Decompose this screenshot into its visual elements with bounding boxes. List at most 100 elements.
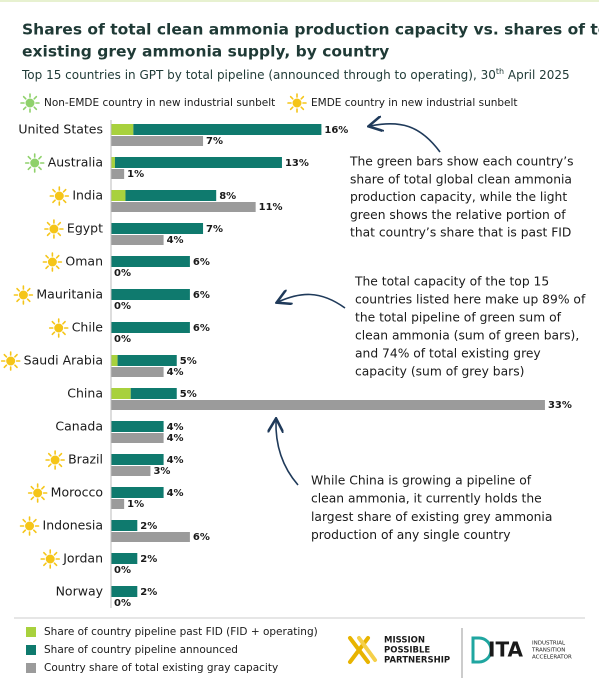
grey-label: 0%	[114, 268, 131, 279]
sun-ray	[27, 155, 32, 160]
annotation-text: and 74% of total existing grey	[355, 347, 541, 361]
sun-ray	[62, 320, 66, 325]
sun-ray	[289, 106, 294, 111]
sun-core	[54, 323, 64, 333]
sun-core	[30, 158, 40, 168]
ita-logo-mark	[471, 636, 493, 664]
sun-ray	[16, 287, 20, 292]
annotation-arrow	[370, 124, 441, 153]
category-label: Chile	[72, 320, 104, 335]
pipeline-bar	[111, 586, 138, 597]
sun-icon	[20, 93, 40, 113]
annotation-text: capacity (sum of grey bars)	[355, 365, 524, 379]
logo-text: ACCELERATOR	[532, 655, 572, 661]
sun-core	[25, 521, 35, 531]
grey-label: 0%	[114, 334, 131, 345]
grey-label: 0%	[114, 598, 131, 609]
grey-bar	[111, 202, 256, 212]
sun-ray	[32, 529, 37, 534]
sun-ray	[62, 199, 67, 204]
total-label: 7%	[206, 224, 223, 235]
sun-core	[49, 224, 59, 234]
sun-ray	[43, 551, 47, 556]
sun-ray	[22, 95, 27, 100]
sun-icon	[287, 93, 307, 113]
category-label: Canada	[55, 419, 103, 434]
sun-ray	[27, 166, 32, 171]
category-label: Egypt	[67, 221, 103, 236]
pipeline-bar	[111, 421, 164, 432]
category-label: Brazil	[68, 452, 103, 467]
grey-bar	[111, 136, 204, 146]
category-label: Oman	[65, 254, 103, 269]
legend-swatch	[26, 663, 36, 673]
pipeline-bar	[125, 190, 217, 201]
sun-icon	[27, 483, 48, 503]
legend-label: Non-EMDE country in new industrial sunbe…	[44, 97, 275, 109]
sun-ray	[46, 221, 51, 226]
legend-swatch	[26, 645, 36, 655]
legend-label: EMDE country in new industrial sunbelt	[311, 97, 518, 109]
logo-text: PARTNERSHIP	[384, 656, 450, 666]
sun-icon	[49, 186, 70, 206]
annotation-text: clean ammonia, it currently holds the	[311, 492, 542, 506]
annotation-arrow	[278, 294, 346, 309]
sun-icon	[40, 549, 61, 569]
sun-ray	[53, 562, 58, 567]
grey-label: 1%	[127, 169, 144, 180]
sun-core	[54, 191, 64, 201]
annotation-text: green shows the relative portion of	[350, 208, 566, 222]
total-label: 5%	[180, 356, 197, 367]
annotation-text: clean ammonia (sum of green bars),	[355, 329, 579, 343]
annotation-text: largest share of existing grey ammonia	[311, 510, 552, 524]
total-label: 4%	[167, 422, 184, 433]
sun-ray	[26, 298, 31, 303]
sun-ray	[32, 518, 37, 523]
sun-ray	[47, 463, 52, 468]
sun-icon	[0, 351, 21, 371]
sun-ray	[51, 331, 56, 336]
grey-label: 11%	[259, 202, 283, 213]
legend-swatch	[26, 627, 36, 637]
pipeline-bar	[111, 223, 204, 234]
sun-ray	[46, 232, 51, 237]
grey-label: 1%	[127, 499, 144, 510]
annotation-text: The total capacity of the top 15	[354, 275, 549, 289]
category-label: Indonesia	[43, 518, 103, 533]
sun-ray	[41, 485, 45, 490]
sun-core	[45, 554, 55, 564]
sun-icon	[44, 219, 64, 239]
annotation-arrow	[276, 420, 299, 486]
legend-label: Share of country pipeline announced	[44, 644, 238, 656]
chart-subtitle: Top 15 countries in GPT by total pipelin…	[21, 67, 570, 82]
pipeline-bar	[117, 355, 177, 366]
sun-ray	[33, 106, 38, 111]
sun-ray	[52, 188, 56, 193]
sun-ray	[289, 95, 294, 100]
sun-ray	[57, 221, 62, 226]
sun-ray	[55, 254, 60, 259]
grey-label: 4%	[167, 433, 184, 444]
pipeline-bar	[111, 553, 138, 564]
sun-ray	[14, 364, 18, 369]
total-label: 16%	[324, 125, 348, 136]
sun-ray	[33, 95, 38, 100]
grey-bar	[111, 367, 164, 377]
sun-ray	[62, 188, 67, 193]
sun-ray	[22, 529, 27, 534]
logo-text: TRANSITION	[531, 648, 565, 654]
annotation-text: countries listed here make up 89% of	[355, 293, 586, 307]
sun-ray	[47, 452, 52, 457]
grey-label: 0%	[114, 301, 131, 312]
annotation-text: the total pipeline of green sum of	[355, 311, 562, 325]
subtitle-text: Top 15 countries in GPT by total pipelin…	[21, 68, 496, 82]
sun-ray	[43, 562, 47, 567]
sun-icon	[48, 318, 69, 338]
pipeline-bar	[114, 157, 282, 168]
total-label: 6%	[193, 323, 210, 334]
category-label: Jordan	[62, 551, 103, 566]
grey-bar	[111, 235, 164, 245]
sun-core	[6, 356, 16, 366]
annotation-text: production of any single country	[311, 528, 511, 542]
